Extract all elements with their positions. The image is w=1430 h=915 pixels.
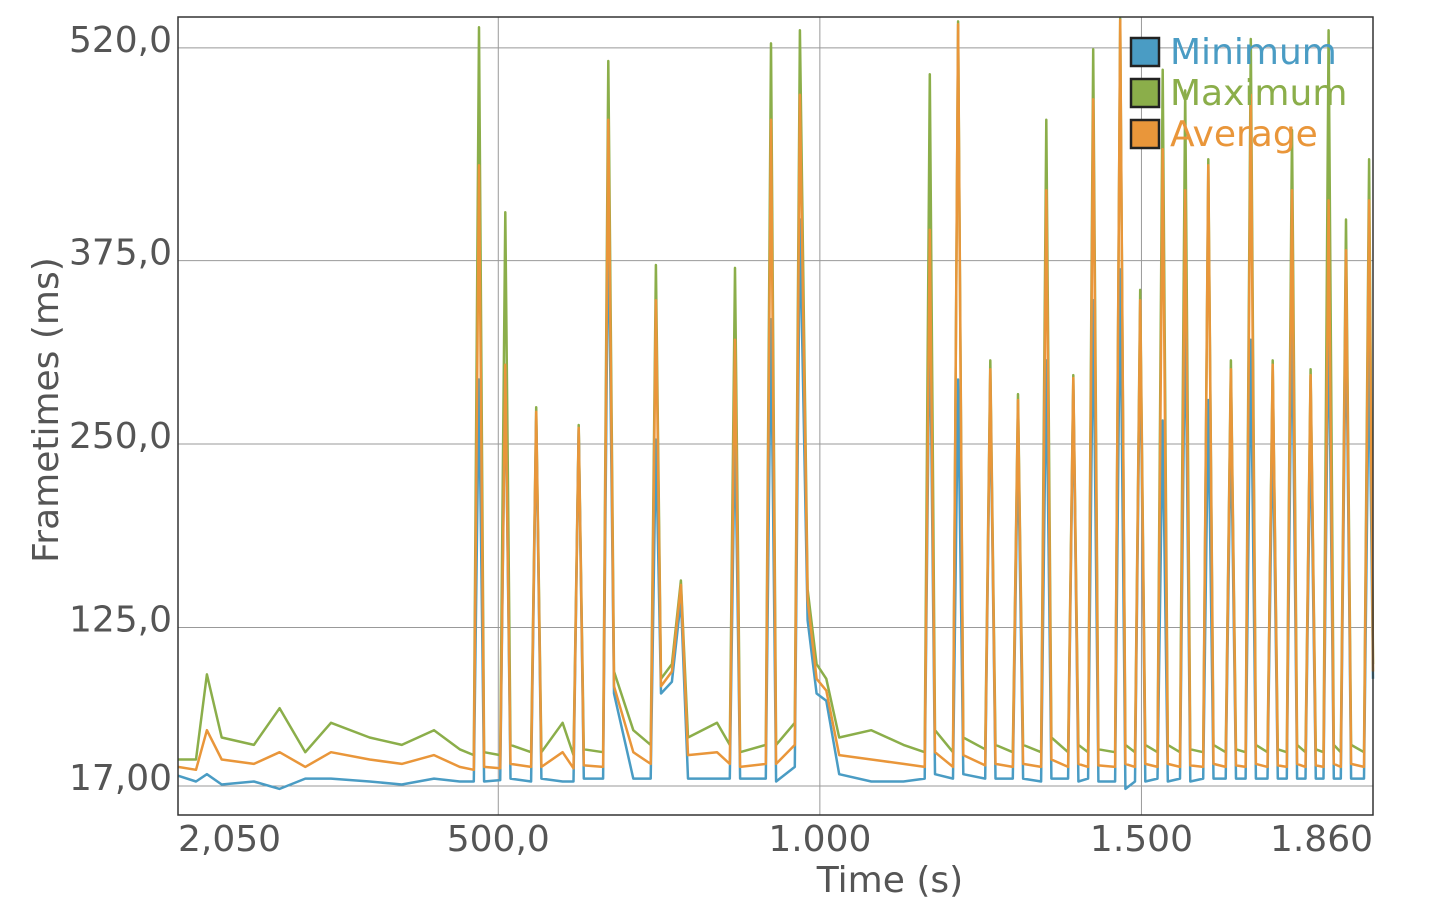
legend-swatch <box>1129 118 1161 150</box>
x-axis-label: Time (s) <box>816 860 963 901</box>
plot-frame <box>177 16 1374 816</box>
y-axis-label: Frametimes (ms) <box>26 257 67 563</box>
legend-swatch <box>1129 36 1161 68</box>
x-tick-label: 1.860 <box>1270 819 1373 860</box>
y-tick-label: 520,0 <box>69 20 172 61</box>
legend-label: Minimum <box>1170 32 1337 73</box>
y-tick-label: 17,00 <box>69 758 172 799</box>
x-tick-label: 2,050 <box>178 819 281 860</box>
y-tick-label: 375,0 <box>69 233 172 274</box>
legend-label: Average <box>1170 114 1318 155</box>
legend-swatch <box>1129 77 1161 109</box>
x-tick-label: 1.500 <box>1090 819 1193 860</box>
y-tick-label: 250,0 <box>69 416 172 457</box>
x-tick-label: 500,0 <box>447 819 550 860</box>
series-line <box>177 18 1375 772</box>
legend-label: Maximum <box>1170 73 1347 114</box>
y-tick-label: 125,0 <box>69 599 172 640</box>
x-tick-label: 1.000 <box>768 819 871 860</box>
